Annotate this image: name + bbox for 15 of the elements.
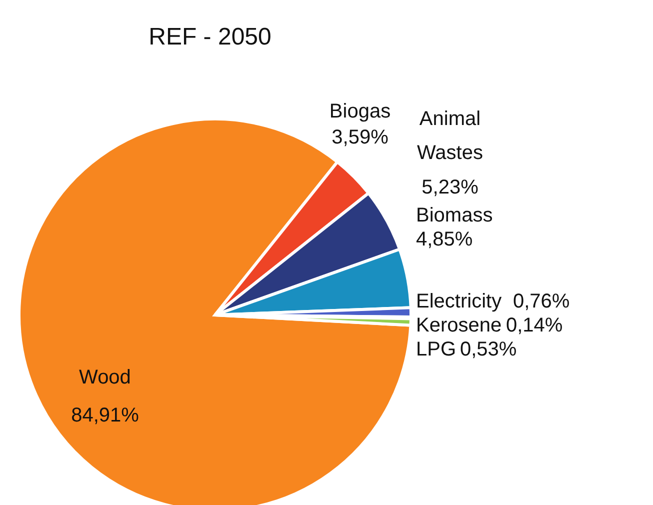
slice-label: Electricity: [416, 290, 502, 312]
data-label: 4,85%: [416, 228, 473, 250]
data-label: 0,14%: [506, 314, 563, 336]
data-label: 84,91%: [71, 404, 140, 426]
slice-label: Wood: [79, 366, 131, 388]
slice-label: Biogas: [329, 100, 391, 122]
slice-label: Animal Wastes: [417, 108, 483, 164]
data-label: 0,76%: [513, 290, 570, 312]
slice-label: Biomass: [416, 204, 493, 226]
data-label: 5,23%: [422, 176, 479, 198]
data-label: 0,53%: [460, 338, 517, 360]
chart-title: REF - 2050: [148, 23, 272, 50]
data-label: 3,59%: [332, 126, 389, 148]
slice-label: LPG: [416, 338, 456, 360]
slice-label: Kerosene: [416, 314, 502, 336]
